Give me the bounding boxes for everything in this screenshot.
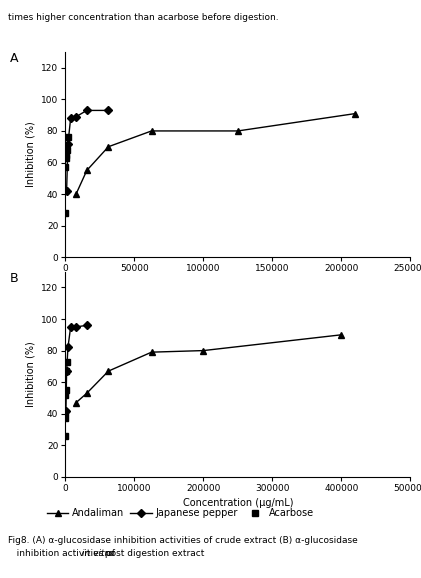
Andaliman xyxy=(339,331,344,338)
Andaliman xyxy=(84,167,89,174)
Legend: Andaliman, Japanese pepper, Acarbose: Andaliman, Japanese pepper, Acarbose xyxy=(47,508,314,518)
Acarbose xyxy=(64,368,69,375)
Japanese pepper xyxy=(74,324,79,331)
Text: times higher concentration than acarbose before digestion.: times higher concentration than acarbose… xyxy=(8,13,279,22)
Text: B: B xyxy=(10,272,19,284)
Japanese pepper xyxy=(64,187,69,194)
Japanese pepper xyxy=(74,113,79,120)
Acarbose xyxy=(63,154,68,161)
Acarbose xyxy=(63,432,68,439)
Acarbose xyxy=(63,409,68,416)
Text: in vitro: in vitro xyxy=(82,549,113,558)
Japanese pepper xyxy=(106,107,111,114)
Japanese pepper xyxy=(84,107,89,114)
Acarbose xyxy=(63,187,68,194)
Line: Andaliman: Andaliman xyxy=(72,331,345,406)
Andaliman xyxy=(201,347,206,354)
Text: inhibition activities of: inhibition activities of xyxy=(8,549,118,558)
Acarbose xyxy=(63,415,68,422)
Acarbose xyxy=(63,387,68,394)
Andaliman xyxy=(149,128,154,135)
X-axis label: Concentration (μg/mL): Concentration (μg/mL) xyxy=(183,279,293,288)
Andaliman xyxy=(84,390,89,397)
Andaliman xyxy=(106,143,111,150)
Japanese pepper xyxy=(65,140,70,147)
Acarbose xyxy=(63,210,68,217)
Japanese pepper xyxy=(64,407,69,414)
Japanese pepper xyxy=(84,322,89,329)
Andaliman xyxy=(106,368,111,375)
Line: Acarbose: Acarbose xyxy=(62,358,70,439)
Andaliman xyxy=(74,191,79,198)
Acarbose xyxy=(64,358,69,365)
Andaliman xyxy=(149,349,154,355)
Japanese pepper xyxy=(68,324,73,331)
Line: Japanese pepper: Japanese pepper xyxy=(64,108,111,194)
Andaliman xyxy=(235,128,240,135)
Acarbose xyxy=(63,391,68,398)
Line: Japanese pepper: Japanese pepper xyxy=(63,323,90,413)
Line: Acarbose: Acarbose xyxy=(62,134,72,217)
Acarbose xyxy=(64,151,69,158)
Text: post digestion extract: post digestion extract xyxy=(102,549,205,558)
Text: A: A xyxy=(10,52,19,65)
Japanese pepper xyxy=(65,344,70,351)
Acarbose xyxy=(64,146,69,153)
Japanese pepper xyxy=(64,368,69,375)
Acarbose xyxy=(63,164,68,171)
Y-axis label: Inhibition (%): Inhibition (%) xyxy=(26,342,35,407)
Text: Fig8. (A) α-glucosidase inhibition activities of crude extract (B) α-glucosidase: Fig8. (A) α-glucosidase inhibition activ… xyxy=(8,536,358,546)
Japanese pepper xyxy=(68,115,73,122)
Line: Andaliman: Andaliman xyxy=(72,110,359,198)
Andaliman xyxy=(74,399,79,406)
Andaliman xyxy=(353,110,358,117)
X-axis label: Concentration (μg/mL): Concentration (μg/mL) xyxy=(183,498,293,508)
Acarbose xyxy=(66,134,71,140)
Y-axis label: Inhibition (%): Inhibition (%) xyxy=(26,122,35,187)
